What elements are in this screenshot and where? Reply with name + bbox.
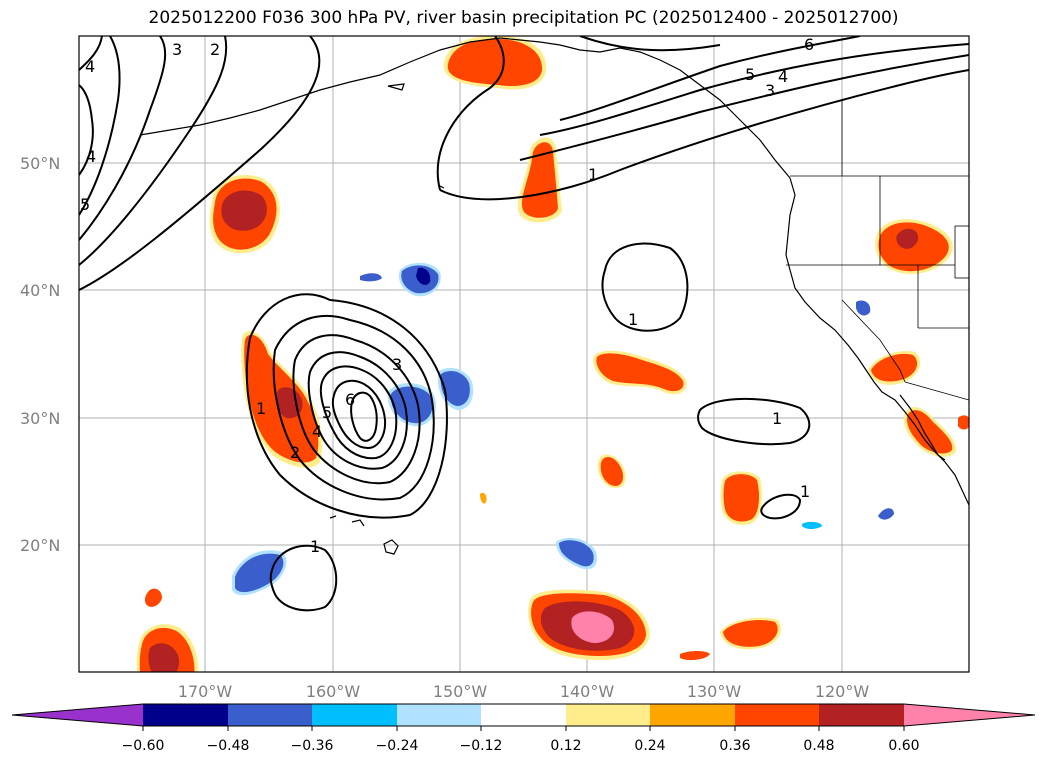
colorbar-tick-label: 0.12 — [550, 738, 581, 754]
colorbar-segment — [819, 704, 904, 726]
contour-label: 2 — [290, 443, 300, 462]
colorbar: −0.60 −0.48 −0.36 −0.24 −0.12 0.12 0.24 … — [11, 703, 1036, 754]
lat-label: 40°N — [20, 281, 60, 300]
contour-label: 6 — [804, 35, 814, 54]
contour-label: 2 — [210, 40, 220, 59]
colorbar-tick-label: −0.60 — [122, 738, 165, 754]
latitude-labels: 50°N 40°N 30°N 20°N — [20, 154, 60, 555]
colorbar-extend-max — [904, 704, 1035, 726]
colorbar-segment — [650, 704, 735, 726]
contour-label: 5 — [322, 403, 332, 422]
graticule — [79, 36, 969, 672]
contour-label: 3 — [392, 355, 402, 374]
contour-label: 6 — [345, 390, 355, 409]
lon-label: 170°W — [178, 682, 233, 701]
colorbar-tick-label: −0.24 — [376, 738, 419, 754]
contour-label: 4 — [312, 422, 322, 441]
contour-label: 4 — [778, 67, 788, 86]
colorbar-tick-label: 0.60 — [888, 738, 919, 754]
state-borders — [786, 100, 969, 401]
colorbar-segment — [735, 704, 819, 726]
lon-label: 120°W — [815, 682, 870, 701]
lon-label: 160°W — [306, 682, 361, 701]
contour-label: 4 — [85, 57, 95, 76]
colorbar-tick-label: 0.36 — [719, 738, 750, 754]
lat-label: 30°N — [20, 409, 60, 428]
contour-label: 1 — [800, 482, 810, 501]
lat-label: 20°N — [20, 536, 60, 555]
contour-labels: 1 1 1 1 1 1 2 2 3 3 3 4 4 4 4 5 5 5 6 6 — [80, 35, 814, 556]
coastlines — [139, 37, 969, 555]
colorbar-segment — [566, 704, 650, 726]
longitude-labels: 170°W 160°W 150°W 140°W 130°W 120°W — [178, 682, 870, 701]
contour-label: 1 — [772, 409, 782, 428]
colorbar-tick-label: 0.24 — [634, 738, 665, 754]
contour-label: 3 — [765, 81, 775, 100]
contour-label: 3 — [172, 40, 182, 59]
colorbar-tick-label: −0.36 — [291, 738, 334, 754]
map-title: 2025012200 F036 300 hPa PV, river basin … — [148, 8, 899, 28]
colorbar-segment — [228, 704, 312, 726]
colorbar-segment — [143, 704, 228, 726]
colorbar-tick-label: −0.12 — [460, 738, 503, 754]
lon-label: 140°W — [560, 682, 615, 701]
contour-label: 5 — [745, 65, 755, 84]
contour-label: 1 — [310, 537, 320, 556]
colorbar-tick-label: 0.48 — [803, 738, 834, 754]
precip-positive-shading — [136, 36, 969, 672]
map-frame — [78, 35, 970, 673]
colorbar-segment — [397, 704, 481, 726]
colorbar-tick-labels: −0.60 −0.48 −0.36 −0.24 −0.12 0.12 0.24 … — [122, 738, 920, 754]
map-panel — [79, 36, 969, 672]
pv-contours — [79, 36, 969, 612]
contour-label: 4 — [86, 147, 96, 166]
lat-label: 50°N — [20, 154, 60, 173]
colorbar-segment — [312, 704, 397, 726]
colorbar-extend-min — [12, 704, 143, 726]
lon-label: 130°W — [687, 682, 742, 701]
colorbar-segment — [481, 704, 566, 726]
contour-label: 1 — [628, 310, 638, 329]
contour-label: 1 — [256, 399, 266, 418]
contour-label: 5 — [80, 195, 90, 214]
colorbar-ticks — [142, 726, 905, 731]
contour-label: 1 — [588, 165, 598, 184]
colorbar-tick-label: −0.48 — [207, 738, 250, 754]
lon-label: 150°W — [433, 682, 488, 701]
